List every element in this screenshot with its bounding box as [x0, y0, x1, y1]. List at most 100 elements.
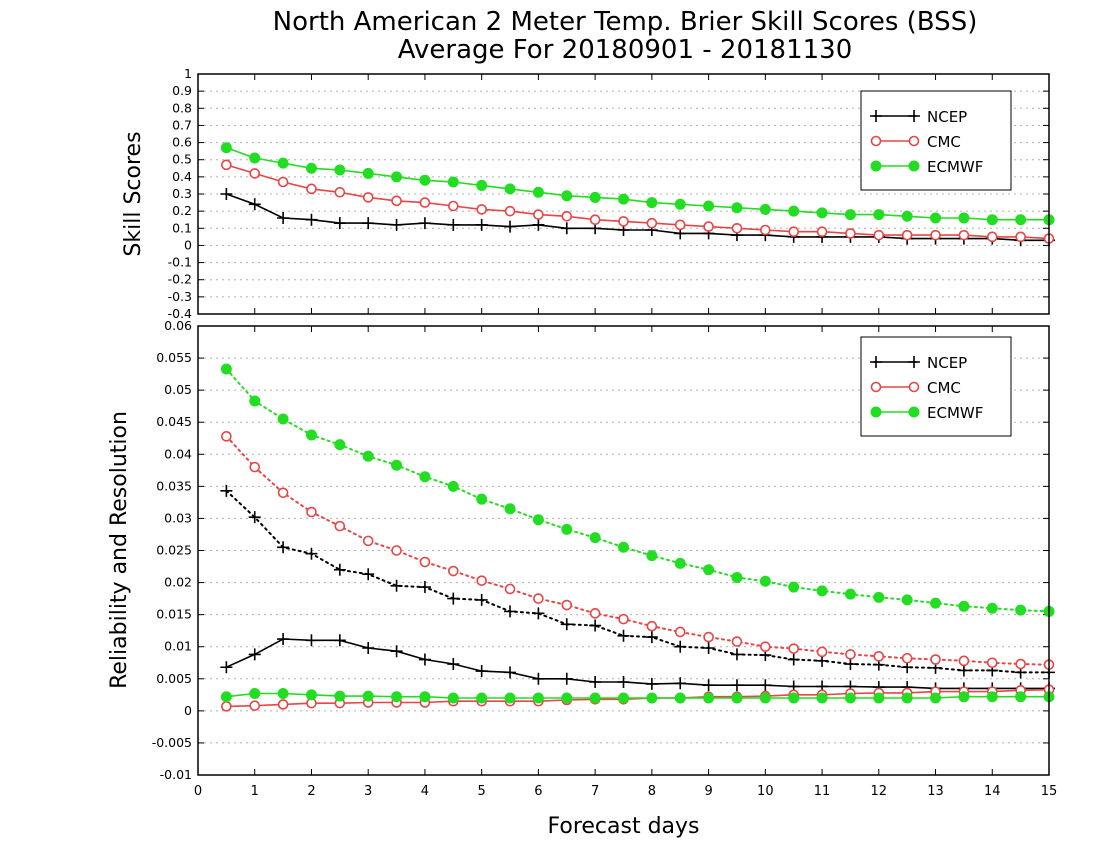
data-point	[958, 229, 970, 241]
data-point	[816, 207, 828, 219]
data-point	[788, 226, 800, 238]
data-point	[787, 653, 800, 666]
series-ncep-solid	[220, 633, 1055, 695]
series-ecmwf-solid	[220, 688, 1055, 704]
data-point	[475, 593, 488, 606]
data-point	[589, 692, 601, 704]
data-point	[504, 583, 516, 595]
data-point	[703, 221, 714, 232]
data-point	[391, 171, 403, 183]
series-ncep-dotted	[220, 484, 1055, 679]
data-point	[362, 690, 374, 702]
data-point	[220, 188, 233, 200]
x-axis-ticks: 0 1 2 3 4 5 6 7 8 9 10 11 12 13 14 15	[194, 326, 1057, 799]
data-point	[277, 212, 290, 224]
data-point	[703, 200, 715, 212]
data-point	[730, 648, 743, 661]
data-point	[844, 692, 856, 704]
data-point	[560, 222, 573, 235]
data-point	[277, 487, 289, 499]
x-tick-label: 0	[194, 784, 202, 799]
data-point	[220, 691, 232, 703]
data-point	[476, 493, 488, 505]
data-point	[845, 228, 856, 239]
y-tick-label: 0.01	[164, 639, 192, 654]
data-point	[533, 209, 544, 220]
data-point	[220, 142, 232, 154]
panel-2: -0.01 -0.005 0 0.005 0.01 0.015 0.02 0.025 0.03 0…	[107, 318, 1057, 839]
data-point	[618, 541, 629, 553]
data-point	[504, 666, 517, 679]
legend-marker	[908, 135, 920, 147]
legend-marker	[908, 160, 920, 172]
legend-marker	[870, 110, 882, 122]
data-point	[873, 229, 885, 241]
legend-marker	[870, 160, 882, 172]
data-point	[561, 599, 573, 611]
data-point	[646, 217, 658, 229]
data-point	[759, 203, 771, 215]
data-point	[901, 594, 913, 606]
legend-label: CMC	[927, 379, 961, 397]
data-point	[561, 692, 573, 704]
data-point	[674, 626, 686, 638]
data-point	[333, 563, 346, 576]
data-point	[532, 672, 545, 685]
data-point	[418, 217, 431, 230]
data-point	[930, 229, 941, 241]
data-point	[646, 620, 658, 632]
chart-panels: -0.4 -0.3 -0.2 -0.1 0 0.1 0.2 0.3 0.4 0.5 0.6 0.7 0.…	[107, 66, 1057, 839]
data-point	[930, 692, 942, 704]
series-ecmwf-dotted	[220, 363, 1055, 617]
data-point	[532, 692, 544, 704]
data-point	[617, 629, 630, 642]
data-point	[532, 607, 545, 620]
x-tick-label: 11	[814, 784, 831, 799]
data-point	[930, 212, 942, 224]
y-axis-ticks: -0.01 -0.005 0 0.005 0.01 0.015 0.02 0.025 0.03 0…	[152, 318, 1049, 782]
data-point	[334, 186, 346, 198]
data-point	[930, 597, 942, 609]
data-point	[873, 591, 885, 603]
data-point	[221, 431, 232, 442]
data-point	[419, 471, 431, 483]
y-tick-label: 0.045	[156, 414, 192, 429]
x-tick-label: 8	[648, 784, 656, 799]
data-point	[788, 205, 800, 217]
data-point	[277, 688, 289, 700]
data-point	[816, 646, 828, 658]
series-cmc-solid	[221, 159, 1055, 244]
y-tick-label: -0.1	[168, 255, 192, 270]
y-tick-label: -0.4	[168, 306, 192, 321]
data-point	[476, 575, 487, 586]
data-point	[532, 186, 544, 198]
y-tick-label: 0.005	[156, 671, 192, 686]
data-point	[986, 657, 998, 669]
data-point	[844, 209, 856, 221]
data-point	[447, 592, 460, 605]
data-point	[958, 600, 970, 612]
y-axis-ticks: -0.4 -0.3 -0.2 -0.1 0 0.1 0.2 0.3 0.4 0.5 0.6 0.7 0.…	[168, 66, 1049, 321]
data-point	[816, 585, 828, 597]
y-tick-label: 0.03	[164, 510, 192, 525]
data-point	[333, 634, 346, 647]
data-point	[277, 633, 290, 646]
data-point	[986, 231, 998, 243]
data-point	[249, 688, 261, 700]
legend-label: ECMWF	[927, 404, 983, 422]
data-point	[561, 190, 573, 202]
data-point	[788, 643, 800, 654]
data-point	[391, 545, 402, 556]
y-tick-label: 1	[184, 66, 192, 81]
data-point	[504, 220, 517, 233]
legend-marker	[870, 356, 882, 368]
data-point	[674, 219, 686, 231]
y-tick-label: 0.3	[172, 186, 192, 201]
data-point	[703, 564, 715, 576]
data-point	[873, 692, 885, 704]
data-point	[305, 429, 317, 441]
data-point	[560, 618, 573, 631]
y-tick-label: 0.4	[172, 169, 192, 184]
data-point	[504, 205, 516, 217]
